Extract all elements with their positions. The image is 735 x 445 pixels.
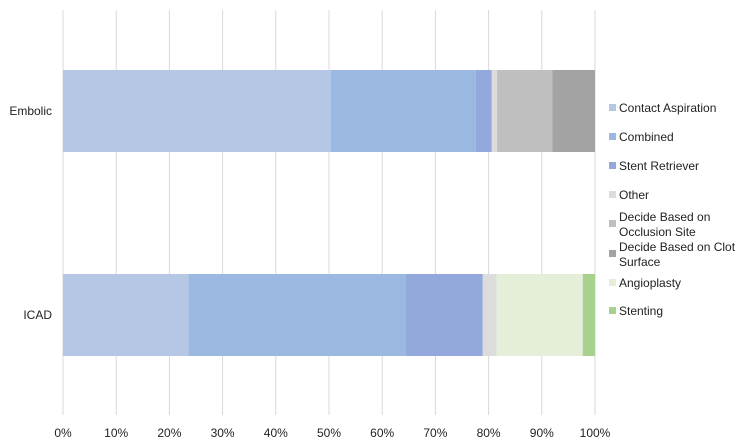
bar-segment xyxy=(63,274,189,356)
legend-label: Decide Based on Occlusion Site xyxy=(619,210,710,239)
legend-swatch xyxy=(609,133,616,140)
legend-swatch xyxy=(609,307,616,314)
bar-segment xyxy=(330,70,476,152)
x-tick-label: 70% xyxy=(423,426,447,440)
legend-label: Combined xyxy=(619,130,674,144)
x-tick-label: 20% xyxy=(157,426,181,440)
legend-label: Stenting xyxy=(619,304,663,318)
bar-segment xyxy=(582,274,595,356)
legend-swatch xyxy=(609,162,616,169)
bar-segment xyxy=(475,70,492,152)
bar-segment xyxy=(552,70,595,152)
x-tick-label: 30% xyxy=(211,426,235,440)
legend-label: Angioplasty xyxy=(619,276,681,290)
bar-segment xyxy=(496,274,583,356)
x-tick-label: 0% xyxy=(54,426,72,440)
legend-swatch xyxy=(609,279,616,286)
x-tick-label: 40% xyxy=(264,426,288,440)
legend-swatch xyxy=(609,191,616,198)
legend-label: Decide Based on Clot Surface xyxy=(619,240,735,269)
legend-swatch xyxy=(609,104,616,111)
bar-segment xyxy=(482,274,497,356)
legend-swatch xyxy=(609,250,616,257)
category-label: ICAD xyxy=(23,308,52,322)
category-label: Embolic xyxy=(9,104,52,118)
legend-label: Stent Retriever xyxy=(619,159,699,173)
x-tick-label: 80% xyxy=(477,426,501,440)
legend-label: Other xyxy=(619,188,649,202)
bar-segment xyxy=(63,70,331,152)
bar-segment xyxy=(188,274,406,356)
bar-segment xyxy=(497,70,553,152)
legend-swatch xyxy=(609,220,616,227)
x-tick-label: 100% xyxy=(580,426,611,440)
x-tick-label: 90% xyxy=(530,426,554,440)
bar-segment xyxy=(491,70,498,152)
x-tick-label: 10% xyxy=(104,426,128,440)
legend-label: Contact Aspiration xyxy=(619,101,716,115)
bar-segment xyxy=(405,274,483,356)
x-tick-label: 60% xyxy=(370,426,394,440)
x-tick-label: 50% xyxy=(317,426,341,440)
